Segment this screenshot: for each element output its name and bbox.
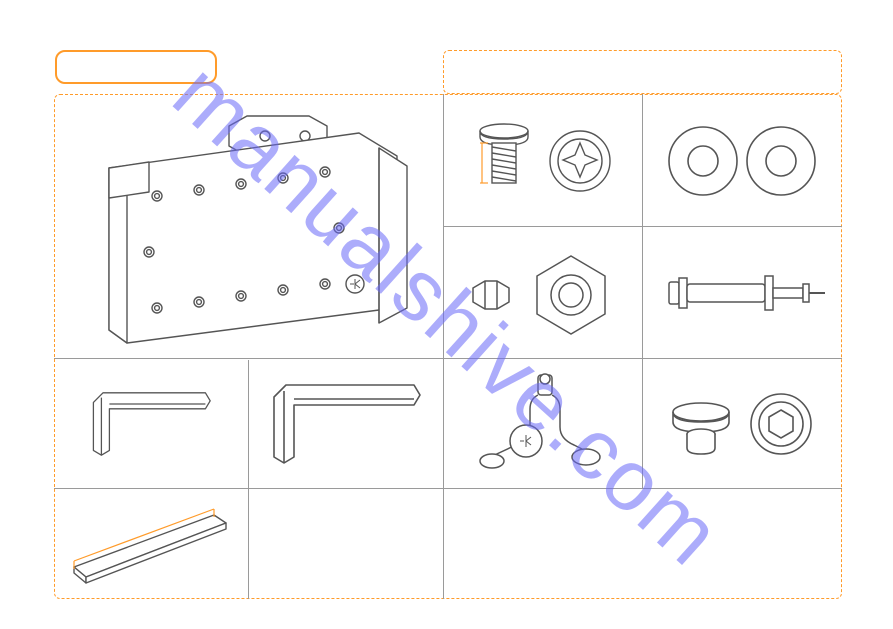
cell-allen-small [60,365,242,483]
cell-allen-large [254,365,437,483]
mounting-box [443,50,842,94]
plugs-icon [653,374,833,474]
cell-screw [450,100,636,222]
cell-nut [450,232,636,354]
cell-valve [450,365,636,483]
washers-icon [653,111,833,211]
cell-waterblock [60,100,438,355]
screw-icon [458,111,628,211]
cell-thermalpad [60,494,242,594]
title-badge [55,50,217,84]
cell-plugs [650,365,836,483]
nut-icon [453,238,633,348]
syringe-icon [653,248,833,338]
waterblock-icon [79,108,419,348]
page: manualshive.com [0,0,893,629]
allen-key-icon [79,380,223,468]
angle-fitting-icon [468,369,618,479]
cell-syringe [650,232,836,354]
thermalpad-icon [64,497,239,592]
allen-key-icon [256,369,436,479]
cell-washers [650,100,836,222]
